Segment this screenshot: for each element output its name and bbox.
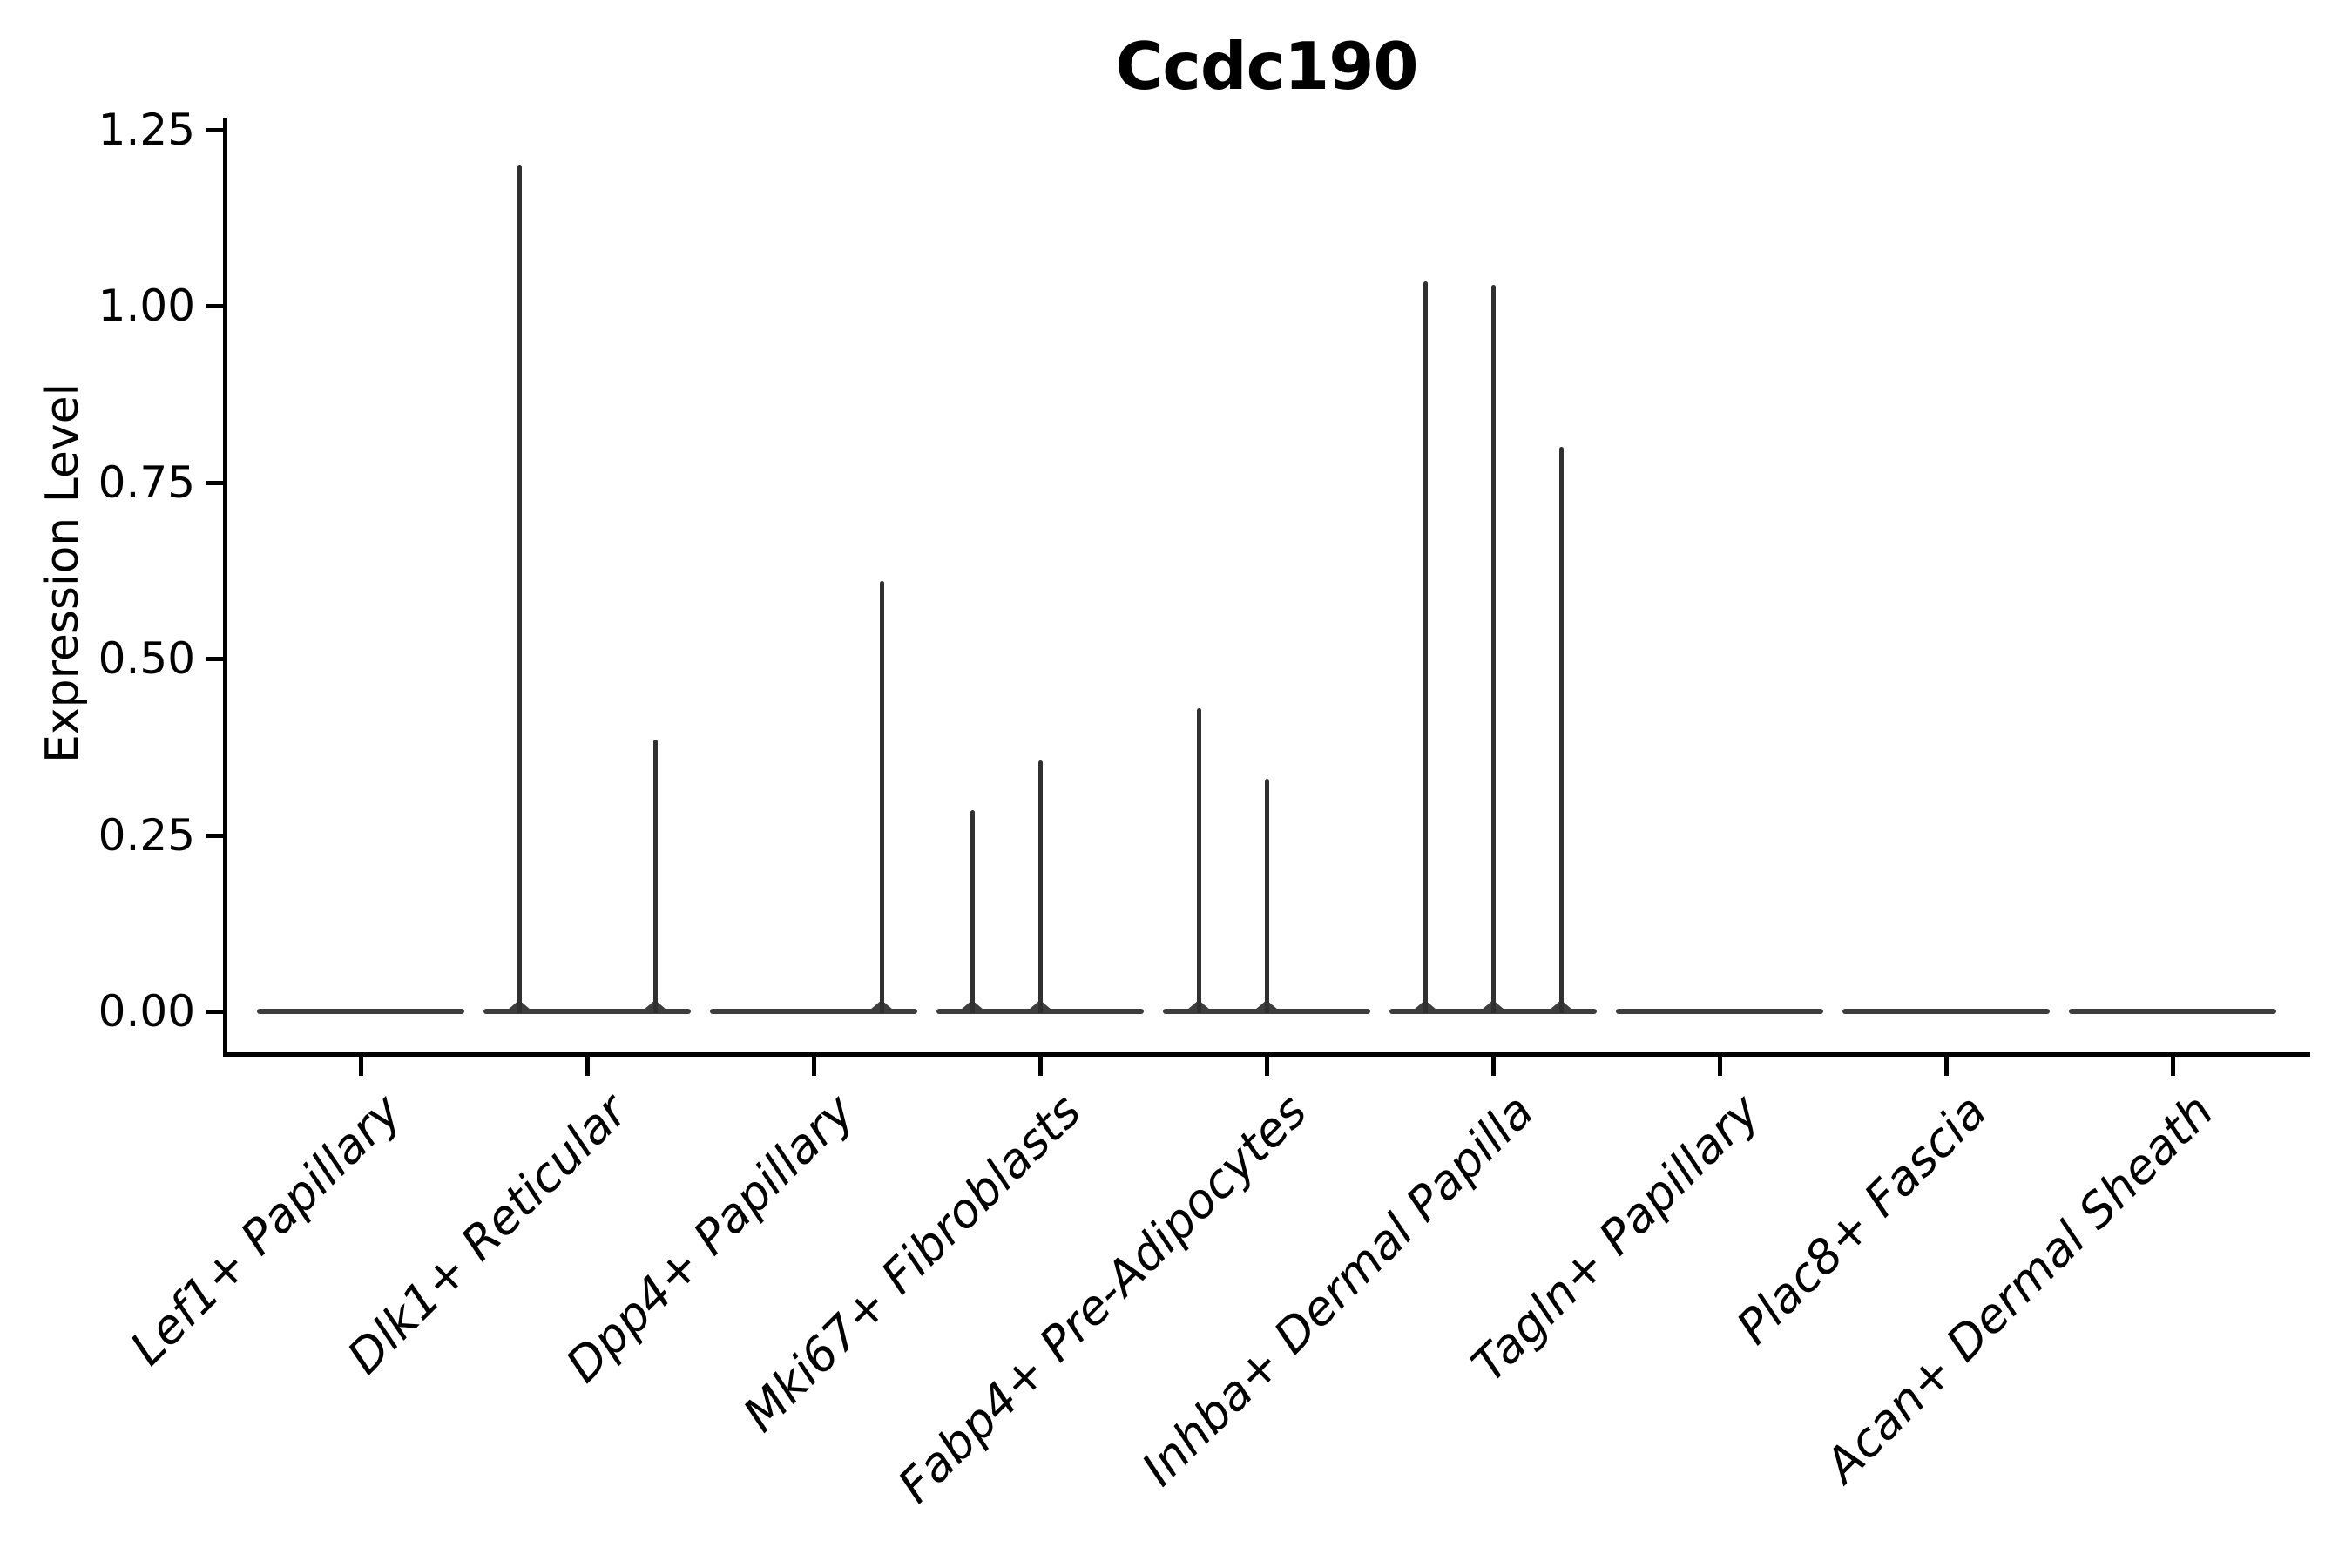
violin-spike <box>1264 778 1269 1013</box>
x-tick-mark <box>359 1057 363 1076</box>
x-tick-label: Fabp4+ Pre-Adipocytes <box>888 1083 1318 1514</box>
violin-spike <box>517 165 522 1013</box>
violin-spike <box>1558 447 1564 1013</box>
y-tick-label: 0.75 <box>98 456 195 508</box>
x-tick-label: Acan+ Dermal Sheath <box>1814 1083 2224 1493</box>
violin-baseline <box>483 1009 691 1014</box>
violin-spike <box>652 740 658 1013</box>
violin-spike <box>970 810 975 1013</box>
violin-baseline <box>710 1009 917 1014</box>
y-tick-mark <box>206 480 223 485</box>
violin-baseline <box>2069 1009 2276 1014</box>
violin-spike <box>1196 707 1201 1013</box>
x-tick-mark <box>812 1057 816 1076</box>
x-tick-label: Inhba+ Dermal Papilla <box>1131 1083 1544 1497</box>
chart-title: Ccdc190 <box>1115 28 1418 105</box>
x-tick-mark <box>1265 1057 1269 1076</box>
violin-baseline <box>257 1009 464 1014</box>
violin-spike <box>1490 284 1496 1013</box>
y-tick-label: 1.25 <box>98 104 195 155</box>
x-axis-spine <box>223 1052 2310 1057</box>
violin-spike <box>1037 760 1043 1013</box>
x-tick-mark <box>1038 1057 1043 1076</box>
y-tick-label: 0.50 <box>98 633 195 684</box>
y-tick-mark <box>206 304 223 308</box>
y-tick-label: 0.00 <box>98 986 195 1037</box>
x-tick-mark <box>2171 1057 2175 1076</box>
y-tick-label: 1.00 <box>98 280 195 331</box>
x-tick-mark <box>1944 1057 1949 1076</box>
x-tick-mark <box>1718 1057 1722 1076</box>
y-tick-mark <box>206 833 223 838</box>
x-tick-mark <box>1491 1057 1496 1076</box>
y-tick-mark <box>206 657 223 661</box>
violin-spike <box>879 580 884 1013</box>
x-tick-mark <box>585 1057 590 1076</box>
y-tick-mark <box>206 127 223 132</box>
y-tick-mark <box>206 1010 223 1014</box>
violin-baseline <box>1842 1009 2050 1014</box>
violin-spike <box>1423 280 1428 1013</box>
violin-baseline <box>1616 1009 1823 1014</box>
y-tick-label: 0.25 <box>98 809 195 861</box>
y-axis-spine <box>223 118 227 1057</box>
